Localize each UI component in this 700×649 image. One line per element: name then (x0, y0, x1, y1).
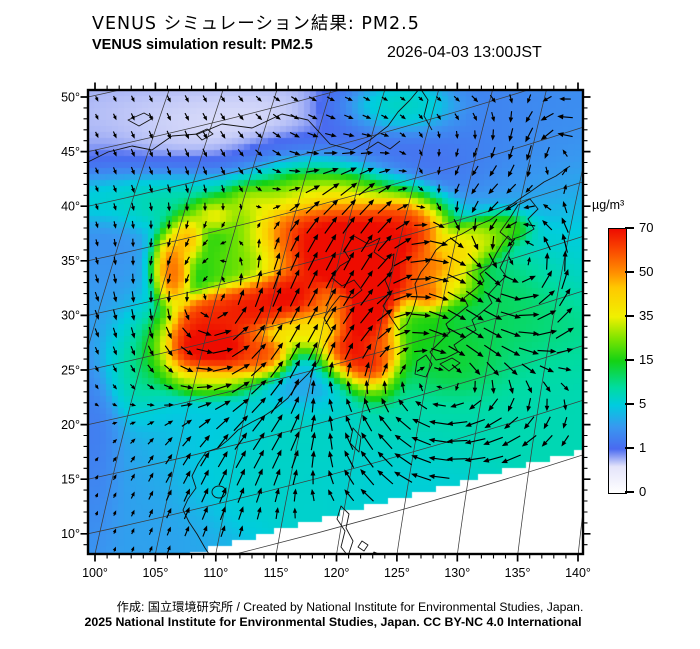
page-title-english: VENUS simulation result: PM2.5 (92, 37, 313, 53)
valid-datetime-label: 2026-04-03 13:00JST (387, 44, 542, 61)
colorbar-tick-label: 15 (639, 352, 654, 367)
y-tick-label: 20° (61, 418, 80, 432)
colorbar (608, 228, 627, 494)
colorbar-tick-label: 50 (639, 264, 654, 279)
colorbar-tick-label: 70 (639, 220, 654, 235)
colorbar-tick (625, 271, 634, 273)
x-tick-label: 140° (565, 566, 591, 580)
x-tick-label: 120° (324, 566, 350, 580)
colorbar-tick (625, 227, 634, 229)
x-tick-label: 135° (505, 566, 531, 580)
x-tick-label: 130° (444, 566, 470, 580)
coastlines (88, 90, 571, 554)
colorbar-tick (625, 491, 634, 493)
colorbar-tick-label: 5 (639, 396, 647, 411)
colorbar-tick-label: 0 (639, 484, 647, 499)
y-tick-label: 30° (61, 309, 80, 323)
page-title-japanese: VENUS シミュレーション結果: PM2.5 (92, 14, 420, 34)
y-tick-label: 15° (61, 473, 80, 487)
axis-labels: 100° 105° 110° 115° 120° 125° 130° 135° 140° 50° 4… (61, 90, 591, 580)
attribution-line: 作成: 国立環境研究所 / Created by National Instit… (116, 600, 584, 614)
colorbar-tick (625, 403, 634, 405)
y-tick-label: 45° (61, 145, 80, 159)
colorbar-unit-label: µg/m³ (592, 198, 625, 212)
colorbar-tick (625, 359, 634, 361)
x-tick-label: 115° (264, 566, 289, 580)
x-tick-label: 110° (203, 566, 228, 580)
major-ticks (80, 82, 591, 562)
y-tick-label: 40° (61, 200, 80, 214)
colorbar-tick-label: 35 (639, 308, 654, 323)
y-tick-label: 10° (61, 527, 80, 541)
x-tick-label: 105° (142, 566, 168, 580)
y-tick-label: 35° (61, 254, 80, 268)
x-tick-label: 125° (384, 566, 410, 580)
graticule (88, 90, 583, 554)
y-tick-label: 50° (61, 90, 80, 104)
wind-vector-arrows (94, 94, 574, 553)
colorbar-tick (625, 447, 634, 449)
license-line: 2025 National Institute for Environmenta… (84, 615, 582, 629)
colorbar-tick (625, 315, 634, 317)
colorbar-tick-label: 1 (639, 440, 647, 455)
x-tick-label: 100° (82, 566, 108, 580)
y-tick-label: 25° (61, 363, 80, 377)
map-frame (86, 88, 585, 556)
minor-ticks (83, 85, 588, 559)
